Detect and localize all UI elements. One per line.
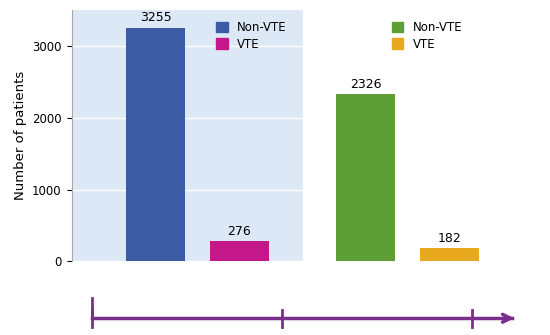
Bar (336, 94, 395, 261)
Bar (210, 242, 269, 261)
Text: 3255: 3255 (140, 11, 172, 24)
Bar (72, 10, 302, 261)
Text: 2326: 2326 (350, 78, 381, 91)
Bar (302, 10, 534, 261)
Text: 182: 182 (438, 231, 461, 245)
Bar (126, 28, 185, 261)
Text: 276: 276 (228, 225, 251, 238)
Y-axis label: Number of patients: Number of patients (14, 71, 26, 200)
Legend: Non-VTE, VTE: Non-VTE, VTE (392, 21, 463, 51)
Bar (420, 248, 479, 261)
